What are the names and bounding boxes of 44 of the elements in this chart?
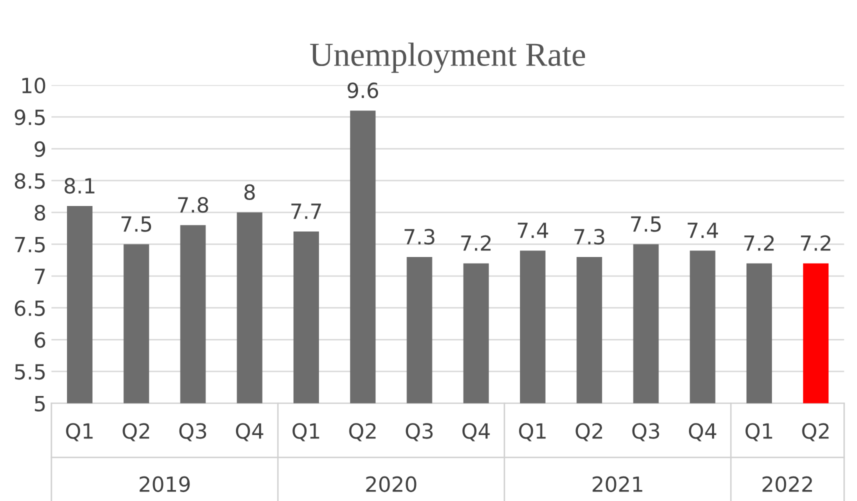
data-label: 8 xyxy=(244,184,255,200)
x-tick-label: Q3 xyxy=(632,423,660,442)
y-tick-label: 7.5 xyxy=(15,236,45,252)
y-tick-label: 5.5 xyxy=(15,364,45,380)
data-label: 7.3 xyxy=(404,228,434,245)
data-label: 8.1 xyxy=(64,178,94,194)
y-tick-label: 7 xyxy=(35,268,45,284)
y-tick-label: 6.5 xyxy=(14,300,45,316)
x-tick-label: Q2 xyxy=(349,423,376,442)
y-tick-label: 9 xyxy=(34,141,46,158)
data-label: 7.3 xyxy=(574,228,604,245)
y-tick-label: 6 xyxy=(34,332,46,348)
x-tick-label: Q4 xyxy=(462,423,490,442)
chart-title: Unemployment Rate xyxy=(310,42,586,73)
x-tick-label: Q3 xyxy=(406,423,433,442)
y-tick-label: 5 xyxy=(34,396,45,412)
x-tick-label: Q2 xyxy=(576,423,602,442)
x-tick-label: Q2 xyxy=(122,423,150,442)
x-tick-label: Q4 xyxy=(688,423,716,442)
data-label: 7.4 xyxy=(688,222,718,238)
data-label: 7.4 xyxy=(518,222,548,238)
x-tick-label: Q1 xyxy=(519,423,546,442)
x-tick-label: Q2 xyxy=(802,423,829,442)
x-tick-label: Q1 xyxy=(66,423,93,442)
data-label: 7.2 xyxy=(800,235,830,251)
data-label: 7.5 xyxy=(122,216,152,232)
data-label: 7.5 xyxy=(631,216,661,232)
x-tick-label: Q4 xyxy=(236,423,264,442)
data-label: 7.8 xyxy=(178,197,208,213)
text: 2022 xyxy=(762,476,812,492)
y-tick-label: 8.5 xyxy=(14,173,45,189)
x-tick-label: Q3 xyxy=(179,423,206,442)
data-label: 9.6 xyxy=(348,82,378,98)
data-label: 7.2 xyxy=(744,235,774,251)
text: 2021 xyxy=(592,476,642,492)
text: 2020 xyxy=(366,476,416,492)
y-tick-label: 8 xyxy=(34,204,46,221)
data-label: 7.2 xyxy=(461,235,491,251)
text: 2019 xyxy=(140,476,190,492)
y-tick-label: 10 xyxy=(22,78,46,94)
data-label: 7.7 xyxy=(291,204,322,219)
x-tick-label: Q1 xyxy=(746,423,772,442)
x-tick-label: Q1 xyxy=(292,423,320,442)
y-tick-label: 9.5 xyxy=(14,109,45,126)
